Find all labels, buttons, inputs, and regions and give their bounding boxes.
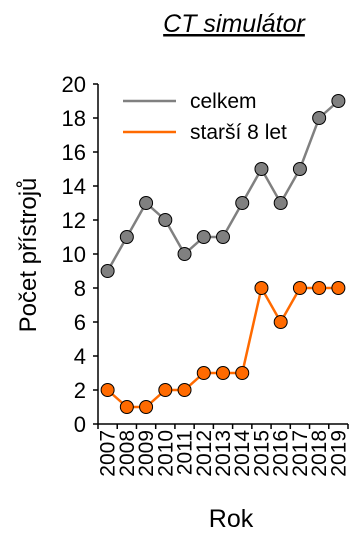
series-point-1 [216, 366, 230, 380]
series-point-0 [158, 213, 173, 227]
y-axis-label: Počet přístrojů [15, 178, 42, 333]
series-point-0 [196, 230, 211, 244]
series-point-0 [100, 264, 115, 278]
series-point-1 [158, 383, 173, 397]
x-tick-label: 2019 [327, 430, 349, 477]
x-tick-label: 2018 [308, 430, 331, 477]
y-tick-label: 14 [62, 174, 86, 199]
series-point-0 [273, 196, 288, 210]
series-point-0 [292, 162, 307, 176]
x-tick-label: 2016 [270, 430, 293, 477]
y-tick-label: 4 [74, 344, 86, 369]
chart-title: CT simulátor [163, 10, 306, 38]
series-point-0 [216, 230, 230, 244]
y-tick-label: 12 [62, 208, 86, 233]
series-point-0 [177, 247, 192, 261]
x-tick-label: 2013 [212, 430, 235, 477]
series-point-1 [273, 315, 288, 329]
legend-label-1: starší 8 let [190, 121, 287, 144]
y-tick-label: 6 [74, 310, 86, 335]
series-point-1 [196, 366, 211, 380]
y-tick-label: 2 [74, 378, 86, 403]
x-tick-label: 2009 [135, 430, 158, 477]
plot-area: 0246810121416182020072008200920102011201… [62, 72, 349, 477]
series-point-0 [139, 196, 154, 210]
series-point-1 [177, 383, 192, 397]
x-tick-label: 2015 [250, 430, 273, 477]
series-point-1 [254, 281, 269, 295]
series-point-0 [331, 94, 346, 108]
series-line-1 [106, 284, 339, 409]
series-point-0 [254, 162, 269, 176]
series-point-1 [119, 400, 134, 414]
series-point-1 [100, 383, 115, 397]
y-tick-label: 18 [62, 106, 86, 131]
y-tick-label: 8 [74, 276, 86, 301]
x-tick-label: 2017 [289, 430, 312, 477]
series-point-0 [119, 230, 134, 244]
series-point-1 [292, 281, 307, 295]
series-point-1 [235, 366, 250, 380]
series-point-1 [312, 281, 327, 295]
y-tick-label: 10 [62, 242, 86, 267]
x-tick-label: 2014 [231, 430, 254, 477]
x-axis-label: Rok [209, 505, 254, 533]
series-point-0 [235, 196, 250, 210]
y-tick-label: 20 [62, 72, 86, 97]
series-point-0 [312, 111, 327, 125]
legend-label-0: celkem [190, 90, 257, 113]
series-point-1 [331, 281, 346, 295]
x-tick-label: 2008 [116, 430, 139, 477]
series-point-1 [139, 400, 154, 414]
x-tick-label: 2007 [97, 430, 120, 477]
x-tick-label: 2010 [154, 430, 177, 477]
x-tick-label: 2011 [174, 430, 197, 475]
y-tick-label: 0 [74, 412, 86, 437]
y-tick-label: 16 [62, 140, 86, 165]
x-tick-label: 2012 [193, 430, 216, 477]
